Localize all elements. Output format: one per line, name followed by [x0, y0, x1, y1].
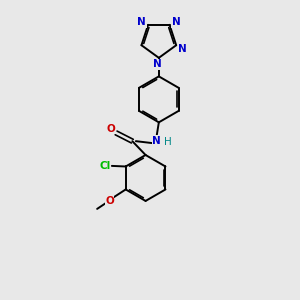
- Text: N: N: [153, 59, 162, 69]
- Text: Cl: Cl: [100, 161, 111, 171]
- Text: O: O: [106, 124, 115, 134]
- Text: N: N: [178, 44, 187, 54]
- Text: N: N: [137, 17, 146, 28]
- Text: H: H: [164, 137, 172, 147]
- Text: O: O: [105, 196, 114, 206]
- Text: N: N: [172, 17, 180, 28]
- Text: N: N: [152, 136, 161, 146]
